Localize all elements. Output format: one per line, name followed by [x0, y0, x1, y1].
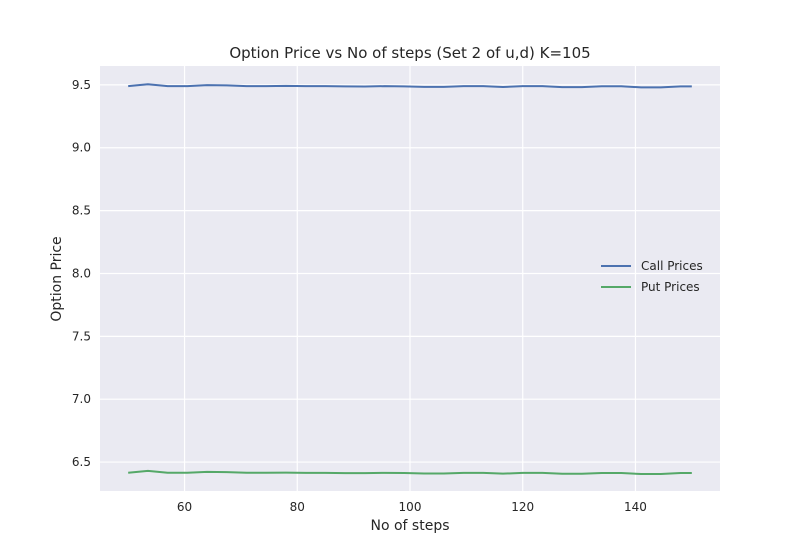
x-tick-label: 140	[624, 500, 647, 514]
grid	[100, 66, 720, 491]
series-lines	[128, 83, 692, 476]
y-tick-label: 7.0	[72, 392, 91, 406]
y-axis-label: Option Price	[49, 236, 65, 321]
legend-label: Put Prices	[641, 280, 700, 294]
x-tick-label: 60	[177, 500, 192, 514]
x-tick-label: 80	[290, 500, 305, 514]
series-line-put-prices	[128, 469, 692, 476]
x-tick-label: 100	[399, 500, 422, 514]
y-tick-label: 9.0	[72, 141, 91, 155]
x-axis-ticks: 60 80 100 120 140	[177, 500, 647, 514]
chart-title: Option Price vs No of steps (Set 2 of u,…	[229, 44, 590, 62]
legend-label: Call Prices	[641, 259, 703, 273]
y-tick-label: 8.5	[72, 204, 91, 218]
y-tick-label: 8.0	[72, 266, 91, 280]
x-axis-label: No of steps	[370, 518, 449, 534]
series-line-call-prices	[128, 83, 692, 89]
y-tick-label: 6.5	[72, 455, 91, 469]
legend: Call Prices Put Prices	[601, 259, 703, 294]
y-axis-ticks: 6.5 7.0 7.5 8.0 8.5 9.0 9.5	[72, 78, 91, 469]
y-tick-label: 9.5	[72, 78, 91, 92]
y-tick-label: 7.5	[72, 329, 91, 343]
x-tick-label: 120	[511, 500, 534, 514]
